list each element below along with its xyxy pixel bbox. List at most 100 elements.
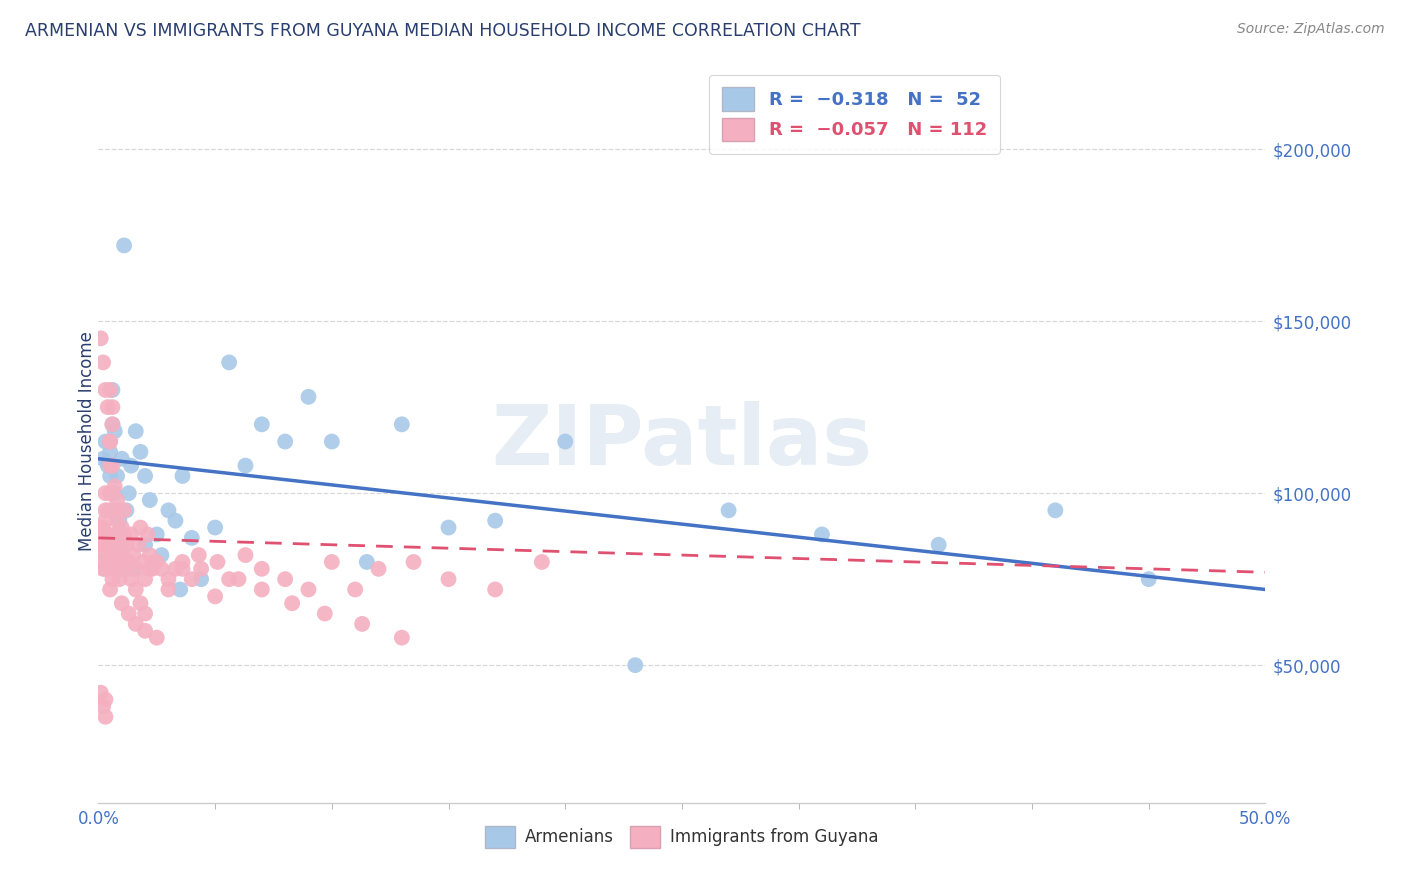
Point (115, 562, 138, 576)
Point (101, 400, 124, 414)
Point (717, 503, 740, 517)
Point (97, 458, 120, 473)
Point (104, 548, 127, 562)
Point (101, 572, 124, 586)
Point (98, 458, 121, 473)
Point (111, 555, 134, 569)
Point (437, 572, 460, 586)
Point (105, 469, 128, 483)
Point (207, 555, 229, 569)
Point (125, 582, 148, 597)
Point (91, 562, 114, 576)
Point (90, 538, 112, 552)
Point (94, 486, 117, 500)
Point (112, 527, 135, 541)
Point (297, 390, 319, 404)
Text: ZIPatlas: ZIPatlas (492, 401, 872, 482)
Point (132, 555, 155, 569)
Y-axis label: Median Household Income: Median Household Income (79, 332, 96, 551)
Point (204, 590, 226, 604)
Point (98, 469, 121, 483)
Point (157, 503, 180, 517)
Point (90, 520, 112, 534)
Point (129, 520, 152, 534)
Point (235, 458, 257, 473)
Point (125, 616, 148, 631)
Point (91, 355, 114, 369)
Point (98, 434, 121, 449)
Point (122, 548, 145, 562)
Point (1137, 572, 1160, 586)
Point (94, 710, 117, 724)
Point (108, 572, 131, 586)
Point (98, 434, 121, 449)
Point (250, 417, 273, 432)
Point (127, 538, 149, 552)
Point (437, 520, 460, 534)
Point (356, 555, 378, 569)
Point (104, 562, 127, 576)
Point (115, 538, 138, 552)
Point (101, 417, 124, 432)
Point (150, 548, 173, 562)
Point (105, 562, 128, 576)
Point (129, 445, 152, 459)
Point (134, 538, 156, 552)
Point (180, 572, 202, 586)
Point (235, 548, 257, 562)
Point (125, 562, 148, 576)
Point (108, 538, 131, 552)
Point (484, 582, 506, 597)
Text: Source: ZipAtlas.com: Source: ZipAtlas.com (1237, 22, 1385, 37)
Point (402, 555, 425, 569)
Point (146, 631, 169, 645)
Point (108, 548, 131, 562)
Point (108, 527, 131, 541)
Point (139, 562, 162, 576)
Point (94, 383, 117, 397)
Legend: Armenians, Immigrants from Guyana: Armenians, Immigrants from Guyana (477, 818, 887, 856)
Point (97, 538, 120, 552)
Point (172, 562, 194, 576)
Point (1045, 503, 1067, 517)
Point (118, 607, 141, 621)
Point (136, 527, 159, 541)
Point (97, 527, 120, 541)
Point (98, 383, 121, 397)
Point (141, 562, 163, 576)
Point (391, 417, 413, 432)
Point (321, 434, 343, 449)
Point (554, 434, 576, 449)
Point (134, 469, 156, 483)
Point (139, 548, 162, 562)
Point (104, 479, 127, 493)
Point (250, 562, 273, 576)
Point (157, 582, 180, 597)
Point (94, 562, 117, 576)
Point (125, 424, 148, 438)
Point (101, 503, 124, 517)
Point (97, 503, 120, 517)
Point (90, 555, 112, 569)
Point (172, 469, 194, 483)
Point (90, 331, 112, 345)
Point (120, 458, 142, 473)
Point (146, 555, 169, 569)
Point (180, 531, 202, 545)
Point (314, 607, 336, 621)
Point (172, 555, 194, 569)
Point (91, 520, 114, 534)
Point (165, 562, 187, 576)
Point (134, 572, 156, 586)
Point (139, 493, 162, 508)
Point (122, 562, 145, 576)
Point (111, 520, 134, 534)
Point (90, 686, 112, 700)
Point (104, 486, 127, 500)
Point (115, 503, 138, 517)
Point (111, 548, 134, 562)
Point (624, 658, 647, 673)
Point (157, 572, 180, 586)
Point (97, 538, 120, 552)
Point (112, 238, 135, 252)
